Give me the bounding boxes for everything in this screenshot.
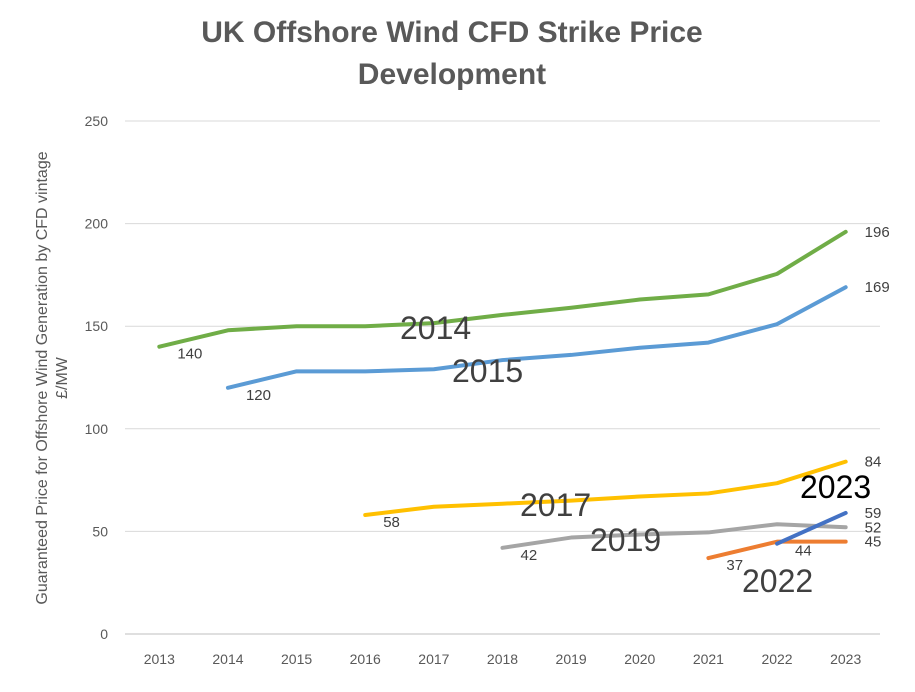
data-label: 37 xyxy=(726,557,743,574)
y-axis-unit: £/MW xyxy=(54,356,71,399)
data-label: 196 xyxy=(865,224,890,241)
data-label: 44 xyxy=(795,543,812,560)
series-line-2023 xyxy=(775,510,848,546)
series-annotation-2014: 2014 xyxy=(400,310,471,346)
chart-title-line-1: UK Offshore Wind CFD Strike Price xyxy=(201,16,702,49)
x-tick-label: 2020 xyxy=(624,651,655,667)
x-tick-label: 2022 xyxy=(761,651,792,667)
y-tick-label: 100 xyxy=(85,421,109,437)
x-tick-label: 2017 xyxy=(418,651,449,667)
series-line-2014 xyxy=(157,229,848,349)
series-annotation-2023: 2023 xyxy=(800,469,871,505)
series-annotation-2015: 2015 xyxy=(452,353,523,389)
data-label: 59 xyxy=(865,505,882,522)
series-annotation-2019: 2019 xyxy=(590,522,661,558)
data-label: 45 xyxy=(865,534,882,551)
data-label: 52 xyxy=(865,519,882,536)
x-tick-label: 2016 xyxy=(350,651,381,667)
series-line-2017 xyxy=(363,459,848,517)
data-label: 42 xyxy=(521,547,538,564)
x-tick-label: 2015 xyxy=(281,651,312,667)
data-label: 140 xyxy=(177,346,202,363)
series-annotation-2022: 2022 xyxy=(742,563,813,599)
y-tick-label: 50 xyxy=(92,523,108,539)
chart-title-line-2: Development xyxy=(358,58,546,91)
y-tick-label: 250 xyxy=(85,113,109,129)
data-label: 120 xyxy=(246,387,271,404)
y-tick-label: 0 xyxy=(100,626,108,642)
data-label: 84 xyxy=(865,454,882,471)
x-tick-label: 2021 xyxy=(693,651,724,667)
y-tick-label: 150 xyxy=(85,318,109,334)
y-tick-label: 200 xyxy=(85,216,109,232)
x-tick-label: 2019 xyxy=(556,651,587,667)
y-axis-label: Guaranteed Price for Offshore Wind Gener… xyxy=(34,151,51,604)
data-label: 58 xyxy=(383,514,400,531)
data-label: 169 xyxy=(865,279,890,296)
series-line-2019 xyxy=(500,522,848,550)
series-annotation-2017: 2017 xyxy=(520,487,591,523)
x-tick-label: 2014 xyxy=(212,651,243,667)
x-tick-label: 2013 xyxy=(144,651,175,667)
x-tick-label: 2023 xyxy=(830,651,861,667)
series-line-2015 xyxy=(225,285,848,390)
x-tick-label: 2018 xyxy=(487,651,518,667)
